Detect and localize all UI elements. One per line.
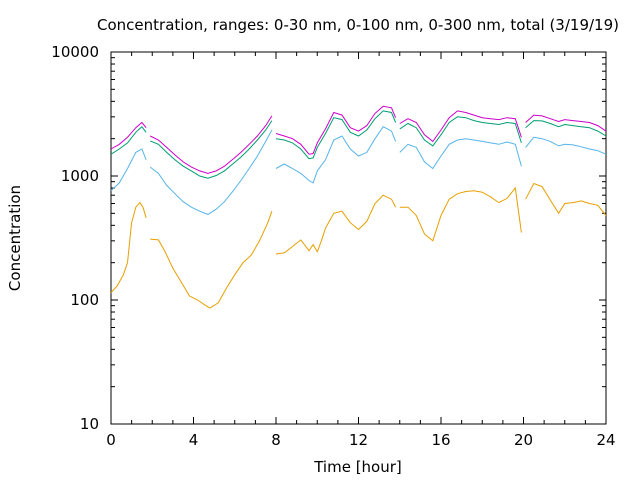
series-line-segment	[399, 110, 522, 143]
series-line-segment	[399, 186, 522, 242]
series-line-segment	[525, 114, 607, 132]
series-line-segment	[150, 211, 273, 309]
series-line-segment	[110, 125, 147, 155]
series-line-segment	[399, 138, 522, 170]
y-tick-label: 10000	[51, 43, 99, 61]
series-line-segment	[275, 105, 397, 155]
x-tick-label: 16	[431, 431, 450, 449]
x-tick-label: 24	[596, 431, 615, 449]
plot-frame	[110, 51, 607, 425]
chart-title: Concentration, ranges: 0-30 nm, 0-100 nm…	[97, 16, 619, 34]
x-tick-label: 8	[271, 431, 281, 449]
x-tick-label: 20	[514, 431, 533, 449]
y-tick-label: 10	[80, 415, 99, 433]
x-tick-label: 4	[189, 431, 199, 449]
series-4	[110, 105, 607, 174]
series-line-segment	[525, 136, 607, 155]
series-line-segment	[525, 182, 607, 216]
series-line-segment	[150, 120, 273, 179]
series-3	[110, 110, 607, 179]
y-axis-label: Concentration	[6, 185, 24, 291]
x-axis-label: Time [hour]	[313, 458, 402, 476]
series-line-segment	[110, 201, 147, 293]
series-line-segment	[525, 120, 607, 137]
x-tick-label: 12	[349, 431, 368, 449]
series-2	[110, 126, 607, 215]
series-line-segment	[149, 129, 273, 215]
series-line-segment	[110, 121, 147, 150]
series-1	[110, 182, 607, 309]
series-line-segment	[275, 194, 397, 255]
y-tick-label: 100	[70, 291, 99, 309]
x-tick-label: 0	[106, 431, 116, 449]
y-tick-label: 1000	[61, 167, 99, 185]
series-line-segment	[149, 115, 273, 174]
series-line-segment	[275, 110, 397, 160]
series-line-segment	[399, 116, 522, 147]
series-line-segment	[110, 148, 147, 192]
series-line-segment	[275, 126, 397, 184]
